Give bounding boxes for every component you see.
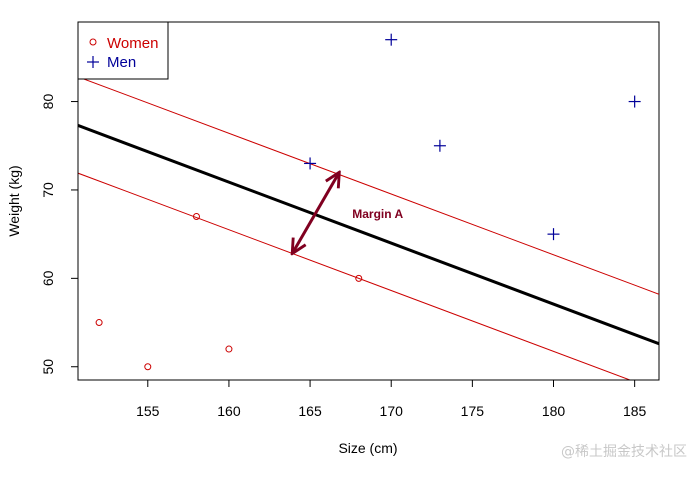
point-men-3 [547,228,560,241]
x-tick-label-155: 155 [136,403,160,419]
annotations: Margin A [292,172,403,253]
x-tick-label-175: 175 [461,403,485,419]
y-axis: 50 60 70 80 [40,94,79,375]
point-women-1 [144,363,152,371]
point-men-0 [304,157,317,170]
legend-box [77,21,169,80]
legend: Women Men [77,21,169,80]
x-axis: 155 160 165 170 175 180 185 [136,379,647,419]
y-tick-label-60: 60 [40,270,56,286]
x-axis-title: Size (cm) [338,440,397,456]
point-men-4 [628,95,641,108]
margin-label: Margin A [352,207,403,221]
x-tick-label-185: 185 [623,403,647,419]
y-tick-label-80: 80 [40,94,56,110]
x-tick-label-180: 180 [542,403,566,419]
x-tick-label-160: 160 [217,403,241,419]
y-tick-label-70: 70 [40,182,56,198]
x-tick-label-165: 165 [298,403,322,419]
point-women-3 [225,345,233,353]
point-women-0 [95,319,103,327]
legend-women-marker [89,38,97,46]
legend-men-marker [87,56,99,68]
point-women-4 [355,274,363,282]
legend-women-label: Women [107,35,158,52]
data-points [95,33,641,371]
decision-boundary-line [78,124,659,346]
fit-lines [78,76,659,380]
margin-arrow [292,172,339,253]
point-men-2 [433,139,446,152]
y-axis-title: Weight (kg) [6,165,22,236]
point-men-1 [385,33,398,46]
x-tick-label-170: 170 [380,403,404,419]
point-women-2 [192,212,200,220]
y-tick-label-50: 50 [40,359,56,375]
margin-upper-line [78,76,659,295]
legend-men-label: Men [107,54,136,71]
watermark: @稀土掘金技术社区 [561,444,687,460]
